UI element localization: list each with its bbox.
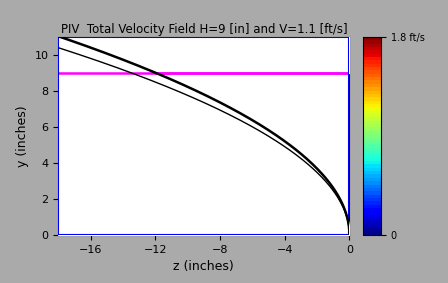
X-axis label: z (inches): z (inches) [173, 260, 234, 273]
Title: PIV  Total Velocity Field H=9 [in] and V=1.1 [ft/s]: PIV Total Velocity Field H=9 [in] and V=… [60, 23, 347, 36]
Y-axis label: y (inches): y (inches) [16, 105, 29, 167]
